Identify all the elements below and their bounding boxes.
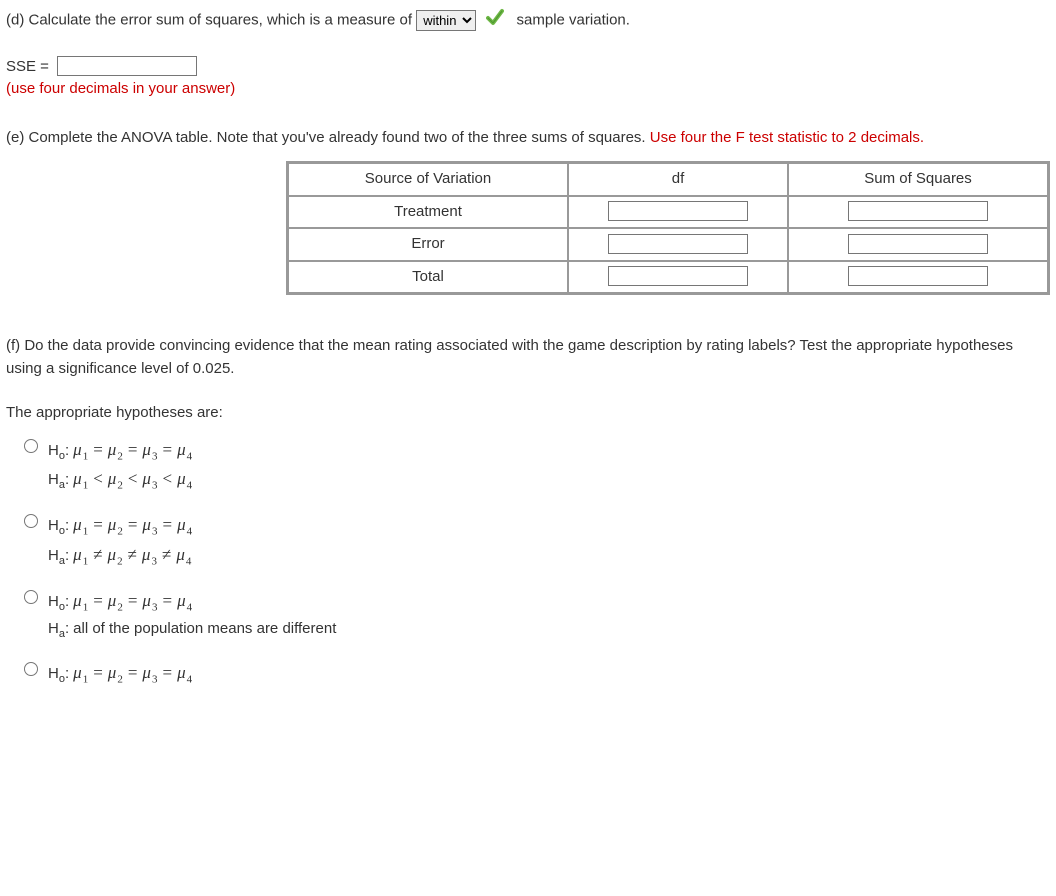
hyp-radio-1[interactable]: [24, 439, 38, 453]
anova-header-ss: Sum of Squares: [788, 163, 1048, 196]
anova-header-row: Source of Variation df Sum of Squares: [288, 163, 1048, 196]
hyp1-ho-math: μ1=μ2=μ3=μ4: [73, 437, 193, 465]
hyp1-ho: Ho: μ1=μ2=μ3=μ4: [48, 437, 193, 465]
anova-ss-total-input[interactable]: [848, 266, 988, 286]
hyp2-ha-math: μ1≠μ2≠μ3≠μ4: [73, 542, 192, 570]
hyp-option-4: Ho: μ1=μ2=μ3=μ4: [24, 658, 1050, 690]
hyp-lines-4: Ho: μ1=μ2=μ3=μ4: [48, 658, 193, 690]
anova-table-wrap: Source of Variation df Sum of Squares Tr…: [286, 161, 1050, 295]
part-e: (e) Complete the ANOVA table. Note that …: [6, 127, 1050, 296]
hyp3-ha: Ha: all of the population means are diff…: [48, 618, 336, 643]
part-f-sub: The appropriate hypotheses are:: [6, 402, 1050, 425]
hyp-option-3: Ho: μ1=μ2=μ3=μ4 Ha: all of the populatio…: [24, 586, 1050, 644]
hyp-lines-2: Ho: μ1=μ2=μ3=μ4 Ha: μ1≠μ2≠μ3≠μ4: [48, 510, 193, 572]
part-e-prompt-black: (e) Complete the ANOVA table. Note that …: [6, 129, 650, 146]
anova-row-treatment: Treatment: [288, 196, 1048, 229]
hyp2-ho: Ho: μ1=μ2=μ3=μ4: [48, 512, 193, 540]
part-d-prompt-pre: (d) Calculate the error sum of squares, …: [6, 12, 412, 29]
part-e-prompt: (e) Complete the ANOVA table. Note that …: [6, 127, 1050, 150]
anova-ss-treatment-input[interactable]: [848, 201, 988, 221]
anova-df-error-input[interactable]: [608, 234, 748, 254]
ho-label: Ho:: [48, 591, 69, 616]
hypothesis-options: Ho: μ1=μ2=μ3=μ4 Ha: μ1<μ2<μ3<μ4 Ho: μ1=μ…: [6, 435, 1050, 691]
hyp3-ho: Ho: μ1=μ2=μ3=μ4: [48, 588, 336, 616]
hyp1-ha: Ha: μ1<μ2<μ3<μ4: [48, 466, 193, 494]
sse-input[interactable]: [57, 56, 197, 76]
part-d: (d) Calculate the error sum of squares, …: [6, 8, 1050, 101]
ha-label: Ha:: [48, 469, 69, 494]
anova-df-treatment-input[interactable]: [608, 201, 748, 221]
anova-src-treatment: Treatment: [288, 196, 568, 229]
hyp-radio-3[interactable]: [24, 590, 38, 604]
ho-label: Ho:: [48, 440, 69, 465]
ho-label: Ho:: [48, 663, 69, 688]
hyp-option-2: Ho: μ1=μ2=μ3=μ4 Ha: μ1≠μ2≠μ3≠μ4: [24, 510, 1050, 572]
hyp-lines-3: Ho: μ1=μ2=μ3=μ4 Ha: all of the populatio…: [48, 586, 336, 644]
part-e-prompt-red: Use four the F test statistic to 2 decim…: [650, 129, 924, 146]
hyp3-ha-text: all of the population means are differen…: [73, 618, 336, 641]
hyp2-ha: Ha: μ1≠μ2≠μ3≠μ4: [48, 542, 193, 570]
within-select[interactable]: within: [416, 10, 476, 31]
sse-hint: (use four decimals in your answer): [6, 78, 1050, 101]
hyp2-ho-math: μ1=μ2=μ3=μ4: [73, 512, 193, 540]
anova-header-source: Source of Variation: [288, 163, 568, 196]
hyp4-ho: Ho: μ1=μ2=μ3=μ4: [48, 660, 193, 688]
part-d-prompt-line: (d) Calculate the error sum of squares, …: [6, 8, 1050, 34]
anova-header-df: df: [568, 163, 788, 196]
part-f-prompt: (f) Do the data provide convincing evide…: [6, 335, 1050, 380]
sse-row: SSE =: [6, 56, 1050, 79]
anova-row-total: Total: [288, 261, 1048, 294]
anova-src-error: Error: [288, 228, 568, 261]
anova-table: Source of Variation df Sum of Squares Tr…: [286, 161, 1050, 295]
ha-label: Ha:: [48, 545, 69, 570]
check-icon: [486, 8, 504, 34]
anova-ss-error-input[interactable]: [848, 234, 988, 254]
hyp-radio-2[interactable]: [24, 514, 38, 528]
hyp3-ho-math: μ1=μ2=μ3=μ4: [73, 588, 193, 616]
anova-src-total: Total: [288, 261, 568, 294]
hyp-option-1: Ho: μ1=μ2=μ3=μ4 Ha: μ1<μ2<μ3<μ4: [24, 435, 1050, 497]
ha-label: Ha:: [48, 618, 69, 643]
ho-label: Ho:: [48, 515, 69, 540]
anova-row-error: Error: [288, 228, 1048, 261]
sse-label: SSE =: [6, 58, 49, 75]
hyp4-ho-math: μ1=μ2=μ3=μ4: [73, 660, 193, 688]
hyp1-ha-math: μ1<μ2<μ3<μ4: [73, 466, 193, 494]
hyp-lines-1: Ho: μ1=μ2=μ3=μ4 Ha: μ1<μ2<μ3<μ4: [48, 435, 193, 497]
anova-df-total-input[interactable]: [608, 266, 748, 286]
part-f: (f) Do the data provide convincing evide…: [6, 335, 1050, 690]
part-d-prompt-post: sample variation.: [517, 12, 630, 29]
hyp-radio-4[interactable]: [24, 662, 38, 676]
